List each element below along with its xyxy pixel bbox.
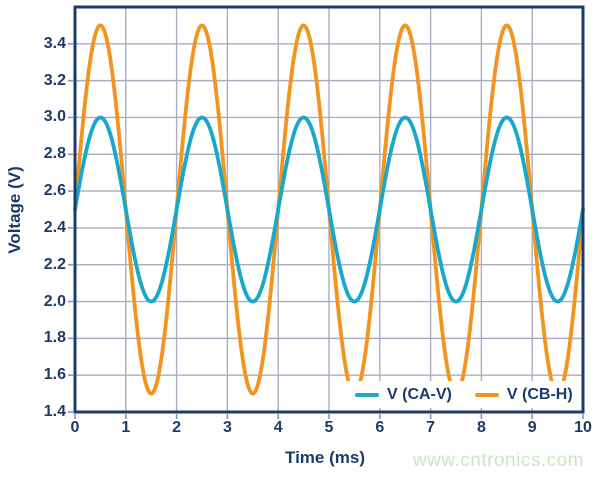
x-tick-label: 9 — [527, 419, 537, 436]
x-tick-label: 3 — [222, 419, 232, 436]
x-tick-label: 4 — [273, 419, 283, 436]
y-tick-label: 2.0 — [43, 292, 66, 310]
y-axis-title: Voltage (V) — [5, 166, 24, 254]
y-tick-label: 2.6 — [43, 182, 66, 200]
watermark: www.cntronics.com — [412, 450, 584, 471]
legend-swatch-cb-h — [474, 392, 499, 397]
x-tick-label: 6 — [375, 419, 385, 436]
y-tick-label: 2.4 — [43, 218, 66, 236]
y-tick-label: 2.8 — [43, 145, 66, 163]
y-tick-label: 2.2 — [43, 255, 66, 273]
series-line-0-ca-v — [73, 115, 585, 304]
x-tick-label: 10 — [574, 419, 592, 436]
y-tick-label: 3.0 — [43, 108, 66, 126]
x-tick-label: 5 — [324, 419, 334, 436]
y-tick-label: 1.6 — [43, 366, 66, 384]
legend-label-ca-v: V (CA-V) — [387, 385, 452, 403]
y-tick-label: 3.2 — [43, 71, 66, 89]
x-axis-title: Time (ms) — [285, 448, 365, 467]
legend-label-cb-h: V (CB-H) — [506, 385, 573, 403]
x-tick-label: 7 — [426, 419, 436, 436]
legend: V (CA-V) V (CB-H) — [345, 381, 578, 408]
x-tick-label: 1 — [121, 419, 131, 436]
x-tick-label: 2 — [172, 419, 182, 436]
y-tick-label: 1.4 — [43, 403, 66, 420]
x-tick-label: 0 — [70, 419, 80, 436]
plot-border — [73, 5, 585, 414]
legend-swatch-ca-v — [355, 392, 379, 397]
x-tick-label: 8 — [476, 419, 486, 436]
y-tick-label: 3.4 — [43, 34, 66, 52]
y-tick-label: 1.8 — [43, 329, 66, 347]
